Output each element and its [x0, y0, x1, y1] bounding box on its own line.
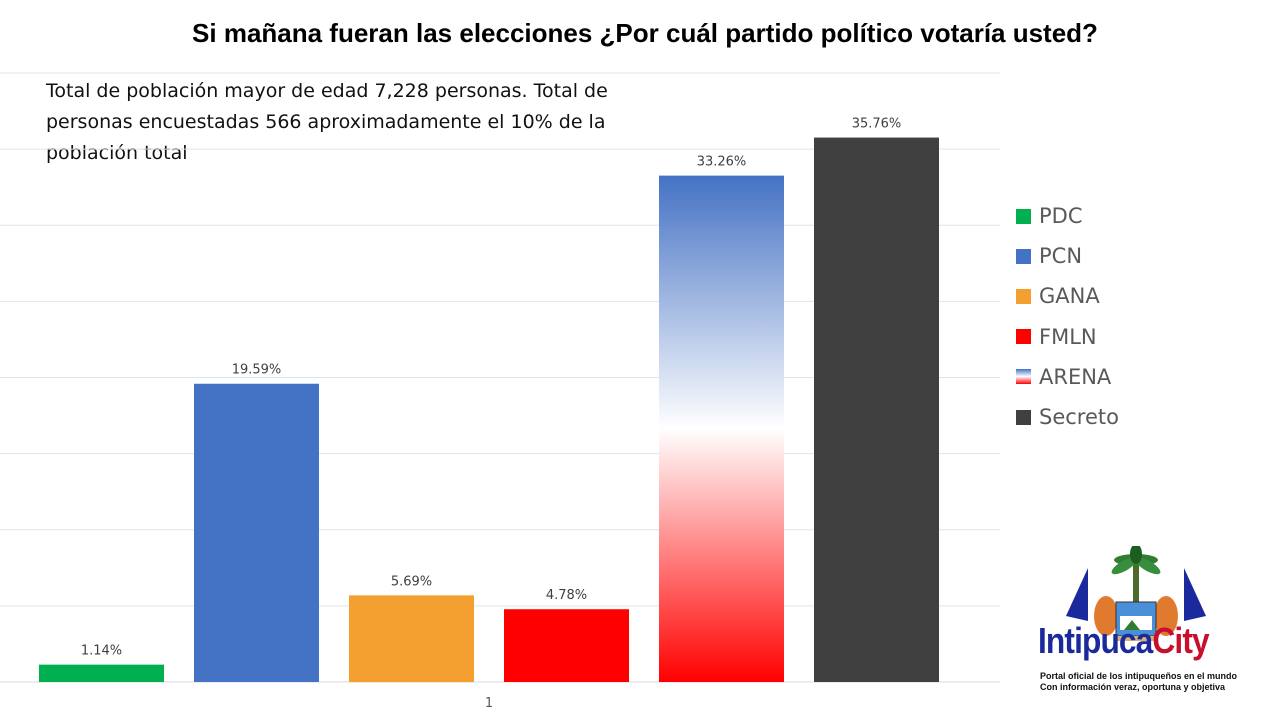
legend-swatch: [1016, 329, 1031, 345]
logo-name-part1: Intipuca: [1038, 620, 1153, 661]
legend-item-secreto: Secreto: [1016, 397, 1119, 437]
bar-gana: [349, 595, 474, 682]
legend-swatch: [1016, 369, 1031, 385]
bar-pcn: [194, 383, 319, 682]
bar-arena: [659, 175, 784, 682]
legend-item-pcn: PCN: [1016, 236, 1119, 276]
data-label-secreto: 35.76%: [852, 117, 902, 132]
legend-label: FMLN: [1039, 324, 1097, 349]
data-label-arena: 33.26%: [697, 155, 747, 170]
chart-title: Si mañana fueran las elecciones ¿Por cuá…: [192, 18, 1098, 48]
logo-tagline-line1: Portal oficial de los intipuqueños en el…: [1040, 671, 1238, 681]
legend: PDC PCN GANA FMLN ARENA Secreto: [1016, 196, 1119, 437]
logo-tagline-line2: Con información veraz, oportuna y objeti…: [1040, 682, 1226, 692]
legend-label: PCN: [1039, 244, 1083, 269]
legend-item-arena: ARENA: [1016, 357, 1119, 397]
legend-label: Secreto: [1039, 405, 1119, 430]
legend-swatch: [1016, 288, 1031, 304]
logo-name-part2: City: [1152, 620, 1209, 661]
data-labels: 1.14% 19.59% 5.69% 4.78% 33.26% 35.76%: [81, 117, 901, 659]
legend-label: GANA: [1039, 284, 1100, 309]
legend-item-fmln: FMLN: [1016, 317, 1119, 357]
bar-pdc: [39, 664, 164, 682]
bar-secreto: [814, 137, 939, 682]
legend-item-gana: GANA: [1016, 276, 1119, 316]
intipuca-city-logo: [1066, 546, 1206, 641]
legend-label: PDC: [1039, 204, 1083, 229]
x-tick-label: 1: [485, 696, 493, 711]
legend-swatch: [1016, 208, 1031, 224]
logo-wordmark: IntipucaCity: [1038, 620, 1214, 662]
legend-item-pdc: PDC: [1016, 196, 1119, 236]
legend-label: ARENA: [1039, 364, 1112, 389]
bar-fmln: [504, 609, 629, 682]
legend-swatch: [1016, 248, 1031, 264]
data-label-pcn: 19.59%: [232, 363, 282, 378]
logo-tagline: Portal oficial de los intipuqueños en el…: [1040, 671, 1240, 693]
survey-note: Total de población mayor de edad 7,228 p…: [46, 80, 608, 164]
data-label-pdc: 1.14%: [81, 644, 122, 659]
data-label-fmln: 4.78%: [546, 588, 587, 603]
bars: [39, 137, 939, 682]
data-label-gana: 5.69%: [391, 574, 432, 589]
legend-swatch: [1016, 409, 1031, 425]
